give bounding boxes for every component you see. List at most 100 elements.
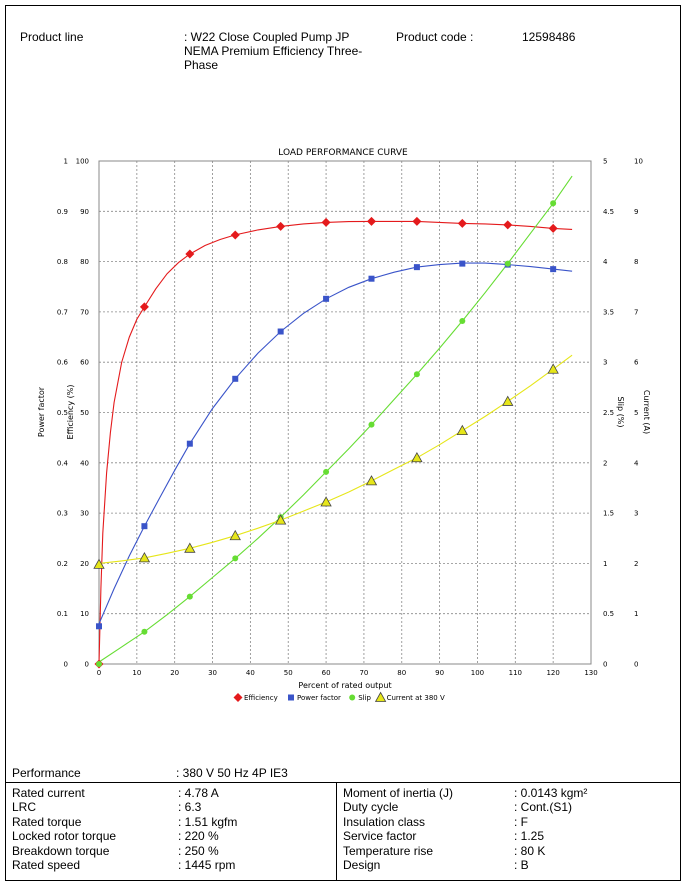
power-factor-marker [459,260,466,267]
current-tick-label: 4 [634,459,639,467]
product-code-label: Product code : [396,30,474,44]
chart-panel: LOAD PERFORMANCE CURVE 0 10 20 30 40 50 60 70 80… [5,77,681,765]
efficiency-tick-label: 100 [76,158,89,166]
spec-label: Service factor [343,829,417,844]
column-divider [336,783,337,880]
x-tick-label: 90 [435,669,444,677]
power-factor-tick-label: 0.5 [57,409,68,417]
product-code-value: 12598486 [522,30,576,44]
x-tick-label: 40 [246,669,255,677]
slip-tick-label: 2 [603,459,607,467]
spec-label: Locked rotor torque [12,829,117,844]
power-factor-tick-label: 0.7 [57,308,68,316]
power-factor-tick-label: 0.8 [57,258,68,266]
power-factor-tick-label: 1 [64,158,68,166]
current-tick-label: 8 [634,258,638,266]
efficiency-tick-label: 30 [80,510,89,518]
slip-marker [349,694,356,701]
power-factor-tick-label: 0.3 [57,510,68,518]
efficiency-tick-label: 80 [80,258,89,266]
load-performance-chart: LOAD PERFORMANCE CURVE 0 10 20 30 40 50 60 70 80… [37,148,651,702]
x-tick-label: 60 [322,669,331,677]
current-marker [411,451,423,463]
efficiency-tick-label: 90 [80,208,89,216]
efficiency-marker [457,218,467,228]
x-tick-label: 0 [97,669,101,677]
slip-tick-label: 0.5 [603,610,614,618]
slip-tick-label: 4.5 [603,208,614,216]
efficiency-marker [412,216,422,226]
current-marker [547,363,559,374]
spec-value: : 1.51 kgfm [178,814,238,829]
current-tick-label: 7 [634,308,638,316]
current-tick-label: 10 [634,158,643,166]
current-tick-label: 1 [634,610,638,618]
spec-label: Moment of inertia (J) [343,786,454,800]
slip-tick-label: 5 [603,158,607,166]
current-marker [274,514,287,525]
slip-line [98,175,573,663]
efficiency-marker [139,302,149,312]
current-tick-label: 3 [634,510,638,518]
legend-label: Efficiency [244,694,278,702]
x-tick-label: 50 [284,669,293,677]
current-tick-label: 5 [634,409,638,417]
power-factor-line [98,262,573,625]
performance-row: Performance : 380 V 50 Hz 4P IE3 [6,764,680,783]
power-factor-marker [277,328,284,335]
x-tick-label: 130 [584,669,597,677]
efficiency-tick-label: 0 [85,661,89,669]
product-line-label: Product line [20,30,84,44]
spec-value: : B [514,857,529,872]
spec-value: : 1.25 [514,829,545,844]
slip-tick-label: 3.5 [603,308,614,316]
right-labels: Moment of inertia (J) Duty cycle Insulat… [343,786,453,872]
current-marker [456,424,469,436]
current-at-380-v-line [98,354,573,564]
slip-marker [459,317,466,324]
spec-label: Temperature rise [343,843,434,858]
slip-marker [550,200,557,207]
spec-value: : F [514,814,528,829]
current-axis-title: Current (A) [642,390,651,434]
spec-value: : Cont.(S1) [514,800,573,815]
slip-marker [413,371,420,378]
x-tick-label: 20 [170,669,179,677]
slip-tick-label: 1 [603,560,607,568]
power-factor-marker [96,623,102,630]
current-marker [502,395,514,406]
current-marker [138,552,151,563]
current-tick-label: 2 [634,560,638,568]
series-lines [98,175,573,665]
legend-label: Slip [358,694,371,702]
series-markers [93,200,559,669]
spec-label: LRC [12,800,37,815]
slip-marker [323,468,330,475]
efficiency-marker [276,221,286,231]
product-header: Product line : W22 Close Coupled Pump JP… [5,5,681,79]
product-line-value-line-2: NEMA Premium Efficiency Three- [184,44,363,58]
power-factor-marker [550,266,557,273]
power-factor-marker [288,694,294,701]
x-axis-title: Percent of rated output [298,681,391,690]
spec-value: : 250 % [178,843,219,858]
power-factor-axis-title: Power factor [37,386,46,437]
power-factor-tick-label: 0.6 [57,359,69,367]
power-factor-tick-label: 0.1 [57,610,68,618]
spec-label: Design [343,857,381,872]
efficiency-marker [366,216,376,226]
chart-title: LOAD PERFORMANCE CURVE [278,148,408,158]
power-factor-marker [232,375,239,382]
current-marker [365,475,378,486]
efficiency-axis-title: Efficiency (%) [66,385,75,440]
power-factor-tick-label: 0 [64,661,68,669]
legend-label: Power factor [297,694,341,702]
spec-value: : 0.0143 kgm² [514,786,588,800]
current-marker [374,691,387,702]
spec-label: Rated speed [12,857,81,872]
slip-tick-label: 2.5 [603,409,614,417]
product-line-value: : W22 Close Coupled Pump JP NEMA Premium… [184,30,384,72]
current-marker [229,529,241,541]
x-tick-label: 120 [546,669,559,677]
